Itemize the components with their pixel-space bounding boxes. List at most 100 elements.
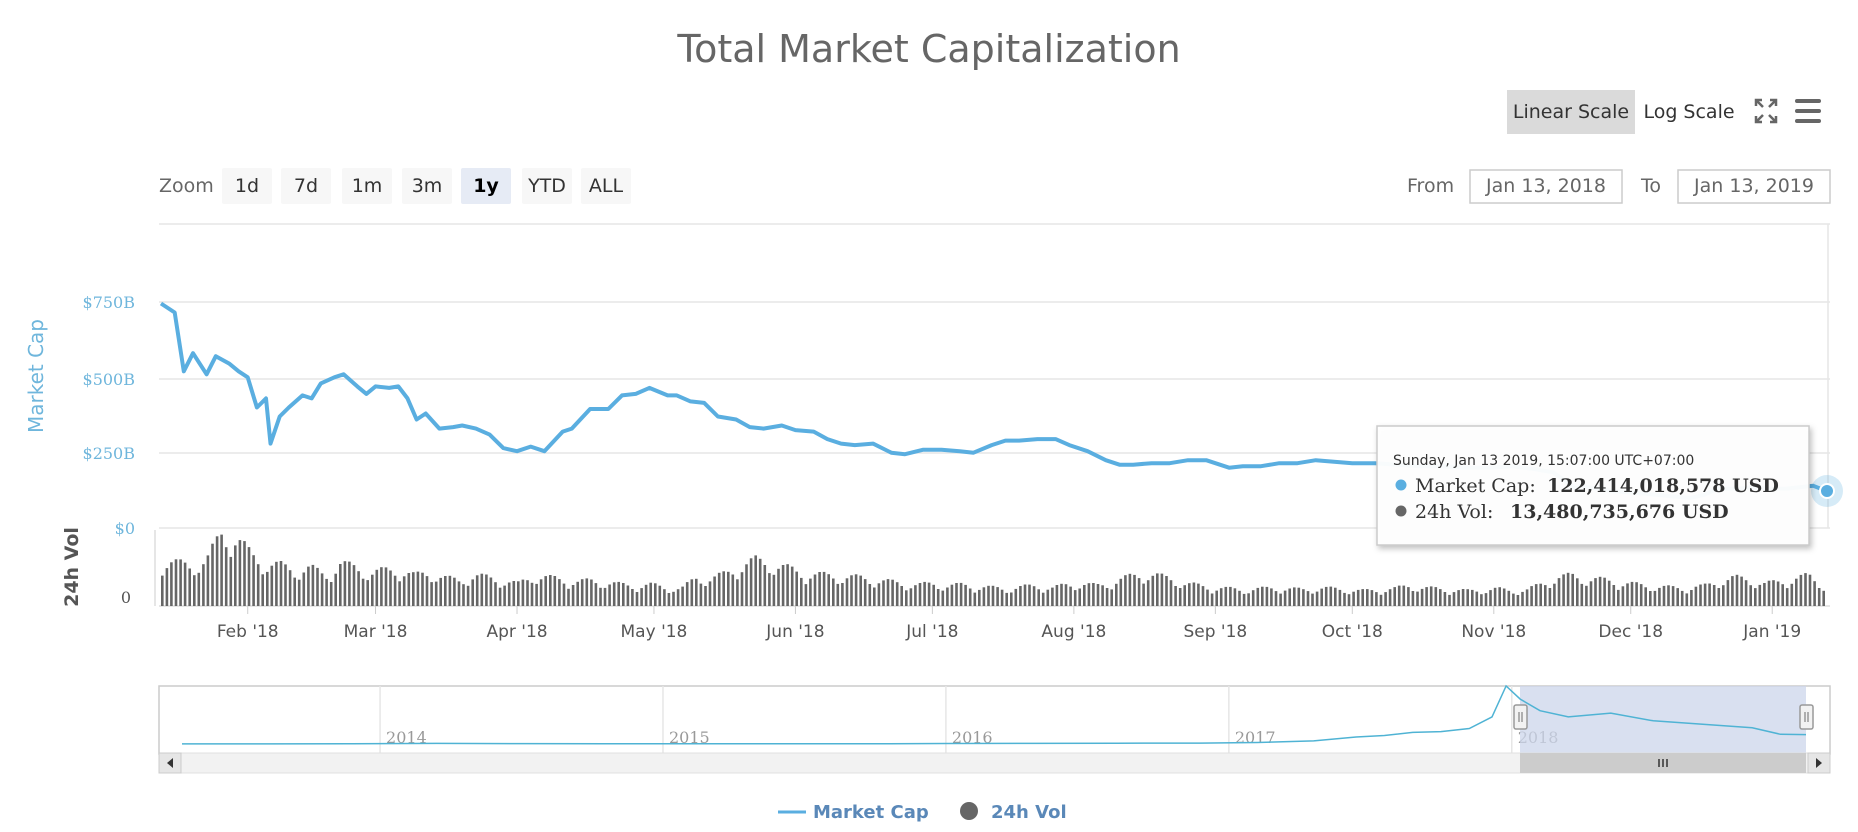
vol-bar [530, 582, 534, 606]
vol-bar [1174, 586, 1177, 606]
to-date-value: Jan 13, 2019 [1693, 175, 1814, 197]
legend-circle-symbol [960, 802, 978, 820]
vol-bar [676, 589, 680, 606]
zoom-button-label: ALL [589, 175, 624, 197]
menu-icon[interactable] [1792, 96, 1824, 126]
to-date-input[interactable]: Jan 13, 2019 [1677, 169, 1831, 204]
vol-bar [366, 580, 369, 606]
vol-bar [1712, 585, 1716, 606]
vol-bar [1115, 583, 1118, 606]
vol-bar [964, 584, 967, 606]
vol-bar [444, 576, 447, 606]
vol-bar [1142, 583, 1145, 606]
to-label: To [1640, 175, 1661, 197]
vol-bar [1457, 590, 1460, 606]
vol-bar [384, 567, 388, 606]
vol-bar [1562, 574, 1565, 606]
vol-bar [873, 587, 876, 606]
vol-bar [1804, 573, 1807, 606]
fullscreen-icon[interactable] [1752, 98, 1780, 124]
vol-bar [279, 561, 283, 606]
vol-bar [982, 587, 986, 606]
vol-bar [914, 585, 917, 606]
vol-bar [991, 585, 995, 606]
from-date-input[interactable]: Jan 13, 2018 [1469, 169, 1623, 204]
zoom-button-1m[interactable]: 1m [342, 168, 392, 204]
vol-bar [1124, 575, 1127, 606]
zoom-button-1d[interactable]: 1d [222, 168, 272, 204]
vol-bar [170, 562, 173, 606]
vol-bar [827, 574, 830, 606]
vol-bar [1448, 594, 1451, 606]
vol-bar [243, 541, 246, 606]
vol-bar [631, 589, 634, 606]
vol-bar [594, 583, 598, 606]
vol-bar [1416, 591, 1419, 606]
vol-bar [1516, 595, 1520, 606]
vol-bar [900, 586, 903, 606]
vol-bar [261, 574, 264, 606]
zoom-button-1y[interactable]: 1y [461, 168, 511, 204]
vol-bar [1261, 586, 1264, 606]
vol-bar [1397, 585, 1401, 606]
y-tick-label: $750B [83, 293, 135, 312]
vol-bar [498, 587, 502, 606]
vol-bar [1238, 590, 1241, 606]
vol-bar [1758, 584, 1762, 606]
log-scale-button[interactable]: Log Scale [1640, 90, 1738, 134]
vol-bar [699, 583, 703, 606]
vol-bar [663, 589, 666, 606]
vol-bar [1763, 583, 1766, 606]
vol-bar [1041, 592, 1045, 606]
vol-bar [772, 574, 776, 606]
vol-bar [1557, 578, 1561, 606]
vol-bar [1293, 587, 1296, 606]
navigator-selection[interactable] [1520, 686, 1806, 754]
y2-axis-title: 24h Vol [61, 527, 83, 607]
y-axis-title: Market Cap [24, 319, 48, 433]
vol-bar [416, 571, 420, 606]
vol-bar [352, 565, 356, 606]
vol-bar [1334, 587, 1337, 606]
vol-bar [1247, 593, 1250, 606]
legend-market-cap[interactable]: Market Cap [778, 802, 929, 823]
vol-bar [1096, 584, 1100, 606]
vol-bar [270, 565, 274, 606]
zoom-button-label: 1y [473, 175, 499, 197]
vol-bar [877, 583, 881, 606]
vol-bar [535, 583, 538, 606]
zoom-button-all[interactable]: ALL [581, 168, 631, 204]
tooltip-market-cap-value: 122,414,018,578 USD [1547, 475, 1779, 497]
hover-point[interactable] [1819, 483, 1835, 499]
vol-bar [1110, 589, 1113, 606]
vol-bar [412, 572, 415, 606]
linear-scale-button[interactable]: Linear Scale [1507, 90, 1635, 134]
vol-bar [1160, 573, 1164, 606]
vol-bar [1671, 586, 1675, 606]
vol-bar [1548, 588, 1552, 606]
vol-bar [1740, 576, 1743, 606]
scroll-left-button[interactable] [158, 752, 182, 774]
vol-bar [1283, 590, 1287, 606]
zoom-button-ytd[interactable]: YTD [522, 168, 572, 204]
vol-bar [850, 575, 853, 606]
tooltip: Sunday, Jan 13 2019, 15:07:00 UTC+07:00 … [1376, 425, 1810, 546]
vol-bar [448, 575, 452, 606]
vol-bar [1402, 585, 1406, 606]
legend-vol[interactable]: 24h Vol [960, 802, 1067, 823]
navigator-left-handle[interactable] [1513, 704, 1528, 730]
zoom-button-7d[interactable]: 7d [281, 168, 331, 204]
zoom-button-3m[interactable]: 3m [402, 168, 452, 204]
vol-bar [1502, 588, 1506, 606]
vol-bar [891, 579, 894, 606]
navigator-line [182, 684, 1807, 745]
scrollbar[interactable] [158, 752, 1831, 774]
vol-bar [1384, 592, 1387, 606]
vol-bar [371, 574, 374, 606]
scroll-right-button[interactable] [1807, 752, 1831, 774]
vol-bar [389, 570, 392, 606]
chart-title: Total Market Capitalization [676, 27, 1180, 71]
vol-bar [206, 555, 210, 606]
vol-bar [1019, 586, 1022, 606]
navigator-right-handle[interactable] [1799, 704, 1814, 730]
